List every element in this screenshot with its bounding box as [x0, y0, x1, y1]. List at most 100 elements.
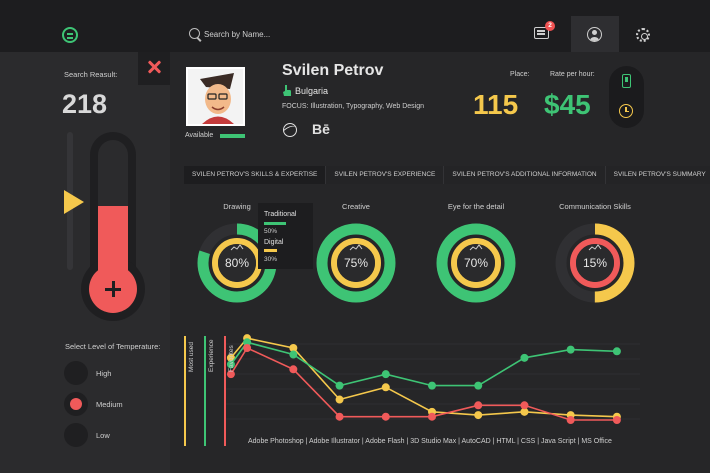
software-line-chart — [184, 334, 640, 446]
data-point[interactable] — [520, 353, 529, 362]
data-point[interactable] — [381, 370, 390, 379]
skill-title: Drawing — [223, 202, 251, 211]
data-point[interactable] — [428, 412, 436, 421]
data-point[interactable] — [474, 381, 483, 390]
skill-donut[interactable]: 70% — [434, 221, 518, 305]
data-point[interactable] — [566, 416, 575, 424]
data-point[interactable] — [381, 412, 390, 421]
phone-icon[interactable] — [622, 74, 631, 88]
dribbble-icon[interactable] — [283, 123, 297, 137]
clock-icon[interactable] — [619, 104, 633, 118]
donut-center — [337, 244, 375, 282]
search-icon[interactable] — [189, 28, 200, 39]
skill-title: Creative — [342, 202, 370, 211]
user-icon — [587, 27, 602, 42]
data-point[interactable] — [566, 345, 575, 354]
mini-chart-icon — [469, 244, 483, 251]
x-axis-labels: Adobe Photoshop | Adobe Illustrator | Ad… — [248, 438, 612, 445]
contact-pill — [609, 66, 644, 128]
data-point[interactable] — [520, 407, 529, 416]
data-point[interactable] — [335, 412, 344, 421]
data-point[interactable] — [243, 338, 252, 347]
data-point[interactable] — [226, 370, 235, 379]
thermometer-pointer-icon[interactable] — [64, 190, 84, 214]
temperature-radio[interactable] — [64, 392, 88, 416]
temperature-option-high[interactable]: High — [64, 361, 164, 385]
tab-summary[interactable]: SVILEN PETROV'S SUMMARY — [605, 166, 710, 184]
plus-icon[interactable] — [105, 281, 121, 297]
tooltip-label: Digital — [264, 239, 284, 246]
mini-chart-icon — [230, 244, 244, 251]
mini-chart-icon — [588, 244, 602, 251]
temperature-radio[interactable] — [64, 361, 88, 385]
tooltip-bar — [264, 222, 286, 225]
close-icon — [147, 60, 161, 74]
search-result-label: Search Reasult: — [64, 70, 118, 79]
temperature-option-medium[interactable]: Medium — [64, 392, 164, 416]
donut-center — [576, 244, 614, 282]
focus-text: FOCUS: Illustration, Typography, Web Des… — [282, 103, 425, 110]
donut-center — [218, 244, 256, 282]
search-input[interactable] — [204, 27, 404, 41]
skill-value: 15% — [583, 256, 607, 270]
temperature-label: Select Level of Temperature: — [65, 342, 161, 351]
menu-icon[interactable] — [62, 27, 78, 43]
data-point[interactable] — [289, 350, 298, 359]
tab-experience[interactable]: SVILEN PETROV'S EXPERIENCE — [326, 166, 445, 184]
skill-donut[interactable]: 15% — [553, 221, 637, 305]
gear-icon[interactable] — [636, 28, 650, 42]
series-line — [230, 346, 617, 421]
mini-chart-icon — [349, 244, 363, 251]
data-point[interactable] — [474, 411, 483, 420]
donut-inner-arc — [331, 238, 381, 288]
rate-label: Rate per hour: — [550, 71, 595, 78]
data-point[interactable] — [474, 401, 483, 410]
data-point[interactable] — [520, 401, 529, 410]
legend-label: Most used — [188, 342, 195, 372]
tab-skills[interactable]: SVILEN PETROV'S SKILLS & EXPERTISE — [184, 166, 327, 184]
place-value: 115 — [473, 89, 519, 120]
skill-title: Eye for the detail — [447, 202, 505, 211]
donut-outer-arc — [316, 223, 396, 303]
skill-value: 70% — [464, 256, 488, 270]
data-point[interactable] — [335, 395, 344, 404]
messages-icon[interactable] — [534, 27, 549, 39]
legend-label: Favorites — [228, 345, 235, 372]
temperature-option-label: Medium — [96, 400, 123, 409]
donut-outer-arc — [555, 223, 635, 303]
skill-donut[interactable]: 75% — [314, 221, 398, 305]
temperature-option-low[interactable]: Low — [64, 423, 164, 447]
tooltip-value: 50% — [264, 228, 278, 235]
data-point[interactable] — [612, 347, 621, 356]
profile-tabs: SVILEN PETROV'S SKILLS & EXPERTISE SVILE… — [184, 166, 710, 184]
data-point[interactable] — [612, 416, 621, 424]
temperature-radio[interactable] — [64, 423, 88, 447]
data-point[interactable] — [226, 360, 235, 369]
data-point[interactable] — [289, 344, 298, 352]
donut-center — [457, 244, 495, 282]
tooltip-label: Traditional — [264, 211, 297, 218]
drawing-tooltip: Traditional 50% Digital 30% — [258, 203, 313, 269]
top-bar: 2 — [0, 0, 710, 52]
data-point[interactable] — [335, 381, 344, 390]
data-point[interactable] — [428, 381, 436, 390]
skill-title: Communication Skills — [559, 202, 631, 211]
data-point[interactable] — [381, 383, 390, 392]
tooltip-bar — [264, 249, 277, 252]
series-line — [230, 341, 617, 387]
data-point[interactable] — [243, 344, 252, 352]
temperature-option-label: High — [96, 369, 112, 378]
user-profile-tab[interactable] — [571, 16, 619, 52]
available-status-bar — [220, 134, 245, 138]
donut-inner-arc — [451, 238, 501, 288]
profile-name: Svilen Petrov — [282, 62, 384, 79]
tab-additional-information[interactable]: SVILEN PETROV'S ADDITIONAL INFORMATION — [444, 166, 606, 184]
behance-icon[interactable]: Bē — [312, 121, 330, 137]
close-button[interactable] — [138, 52, 170, 85]
data-point[interactable] — [289, 365, 298, 374]
data-point[interactable] — [226, 353, 235, 362]
temperature-option-label: Low — [96, 431, 110, 440]
available-label: Available — [185, 132, 214, 139]
donut-inner-arc — [570, 238, 620, 288]
donut-outer-arc — [436, 223, 516, 303]
